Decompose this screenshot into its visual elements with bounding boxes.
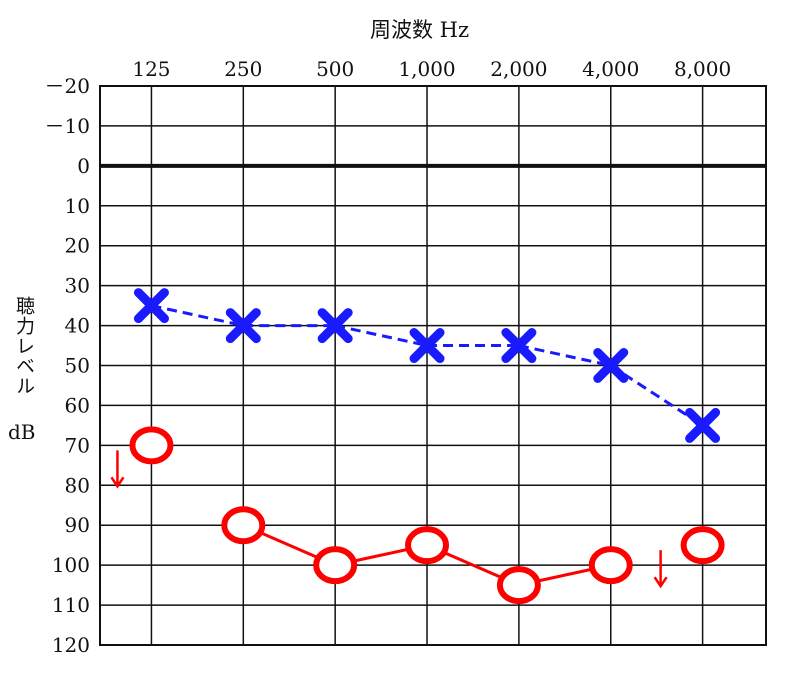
y-tick-label: 0 xyxy=(77,154,90,178)
y-tick-label: 80 xyxy=(65,473,90,497)
x-tick-label: 4,000 xyxy=(582,57,639,81)
x-tick-label: 8,000 xyxy=(674,57,731,81)
series-1-point xyxy=(501,328,537,364)
series-1-point xyxy=(317,308,353,344)
x-tick-label: 250 xyxy=(224,57,262,81)
series-2-point xyxy=(221,506,266,545)
x-tick-label: 500 xyxy=(316,57,354,81)
series-2-point xyxy=(313,546,358,585)
series-1-point xyxy=(685,407,721,443)
x-tick-label: 1,000 xyxy=(398,57,455,81)
y-tick-label: －20 xyxy=(45,74,90,98)
series-2-point xyxy=(680,526,725,565)
y-tick-label: －10 xyxy=(45,114,90,138)
x-axis-title: 周波数 Hz xyxy=(370,18,470,42)
series-2-point xyxy=(588,546,633,585)
y-tick-label: 70 xyxy=(65,433,90,457)
y-tick-label: 120 xyxy=(52,633,90,657)
y-tick-label: 100 xyxy=(52,553,90,577)
y-axis-title: 聴力レベル xyxy=(13,296,35,396)
y-tick-label: 30 xyxy=(65,274,90,298)
y-tick-label: 20 xyxy=(65,234,90,258)
series-1-point xyxy=(133,288,169,324)
no-response-arrowhead xyxy=(653,576,668,589)
y-axis-unit: dB xyxy=(8,420,36,444)
y-tick-label: 60 xyxy=(65,393,90,417)
x-tick-label: 2,000 xyxy=(490,57,547,81)
y-tick-label: 10 xyxy=(65,194,90,218)
series-2-point xyxy=(405,526,450,565)
series-2-point xyxy=(129,426,174,465)
series-1-point xyxy=(593,348,629,383)
y-tick-label: 90 xyxy=(65,513,90,537)
series-2-point xyxy=(496,566,541,605)
series-1-point xyxy=(409,328,445,364)
x-tick-label: 125 xyxy=(132,57,170,81)
y-tick-label: 110 xyxy=(52,593,90,617)
y-tick-label: 50 xyxy=(65,354,90,378)
no-response-arrowhead xyxy=(110,476,125,489)
y-tick-label: 40 xyxy=(65,314,90,338)
series-1-point xyxy=(225,308,261,344)
